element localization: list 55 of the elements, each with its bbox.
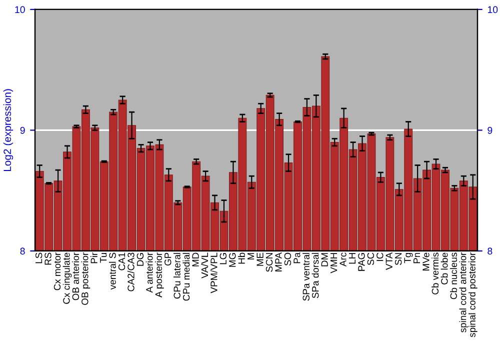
x-tick-label: ventral S [108, 252, 116, 290]
y2-tick-label: 9 [488, 126, 492, 134]
x-tick-label: LH [348, 253, 356, 264]
x-tick-label: GP [164, 252, 172, 266]
y-tick-label: 8 [20, 248, 25, 255]
x-tick-label: VMH [330, 253, 338, 274]
x-tick-label: CA1 [118, 252, 126, 270]
x-tick-label: A posterior [155, 252, 164, 298]
x-tick-label: VTA [386, 252, 392, 270]
x-tick-label: MD [192, 252, 199, 266]
x-tick-label: SPa ventral [302, 252, 310, 301]
x-tick-label: OB anterior [72, 252, 80, 300]
x-tick-label: A anterior [146, 252, 153, 293]
y2-tick-label: 8 [488, 248, 492, 255]
x-tick-label: SC [367, 252, 374, 266]
x-tick-label: PAG [358, 253, 365, 271]
x-tick-label: Tg [404, 252, 413, 264]
x-tick-label: Cb nucleus [450, 252, 457, 300]
x-tick-label: DG [136, 253, 144, 266]
x-tick-label: CPu medial [182, 252, 190, 301]
x-tick-label: SPa dorsal [312, 252, 319, 298]
y-axis-title: Log2 (expression) [3, 89, 14, 172]
x-tick-label: RS [44, 252, 52, 265]
x-tick-label: IC [376, 252, 384, 261]
x-tick-label: SO [284, 252, 292, 266]
x-tick-label: LS [35, 252, 42, 264]
y-tick-label: 10 [15, 6, 25, 14]
x-tick-label: VPM/VPL [210, 252, 218, 294]
x-tick-label: Hb [238, 252, 245, 264]
x-tick-label: MG [229, 253, 236, 267]
x-tick-label: SN [394, 253, 402, 266]
x-tick-label: spinal cord anterior [459, 252, 468, 332]
x-tick-label: OB posterior [81, 252, 90, 305]
x-tick-label: Arc [340, 252, 346, 266]
x-tick-label: Cb vermis [432, 252, 439, 294]
x-tick-label: LG [220, 253, 227, 264]
x-tick-label: MVe [422, 252, 430, 270]
x-tick-label: DM [321, 253, 328, 266]
x-tick-label: SCN [266, 253, 273, 272]
x-tick-label: CA2/CA3 [127, 252, 134, 292]
x-tick-label: CPu lateral [173, 252, 180, 299]
x-tick-label: ME [256, 252, 264, 266]
x-tick-label: Cb lobe [440, 252, 448, 284]
x-tick-label: VA/VL [201, 252, 208, 278]
x-tick-label: Tu [100, 252, 107, 263]
x-tick-label: Pa [294, 252, 300, 264]
x-tick-label: M [248, 253, 254, 260]
x-tick-label: spinal cord posterior [468, 252, 478, 338]
y-tick-label: 9 [20, 126, 25, 134]
x-tick-label: Pir [90, 252, 98, 264]
x-tick-label: Cx motor [54, 252, 61, 290]
x-tick-label: MPA [275, 252, 282, 272]
x-tick-label: Cx cingulate [62, 252, 72, 304]
x-tick-label: Pn [414, 252, 420, 264]
y2-tick-label: 10 [488, 6, 498, 14]
